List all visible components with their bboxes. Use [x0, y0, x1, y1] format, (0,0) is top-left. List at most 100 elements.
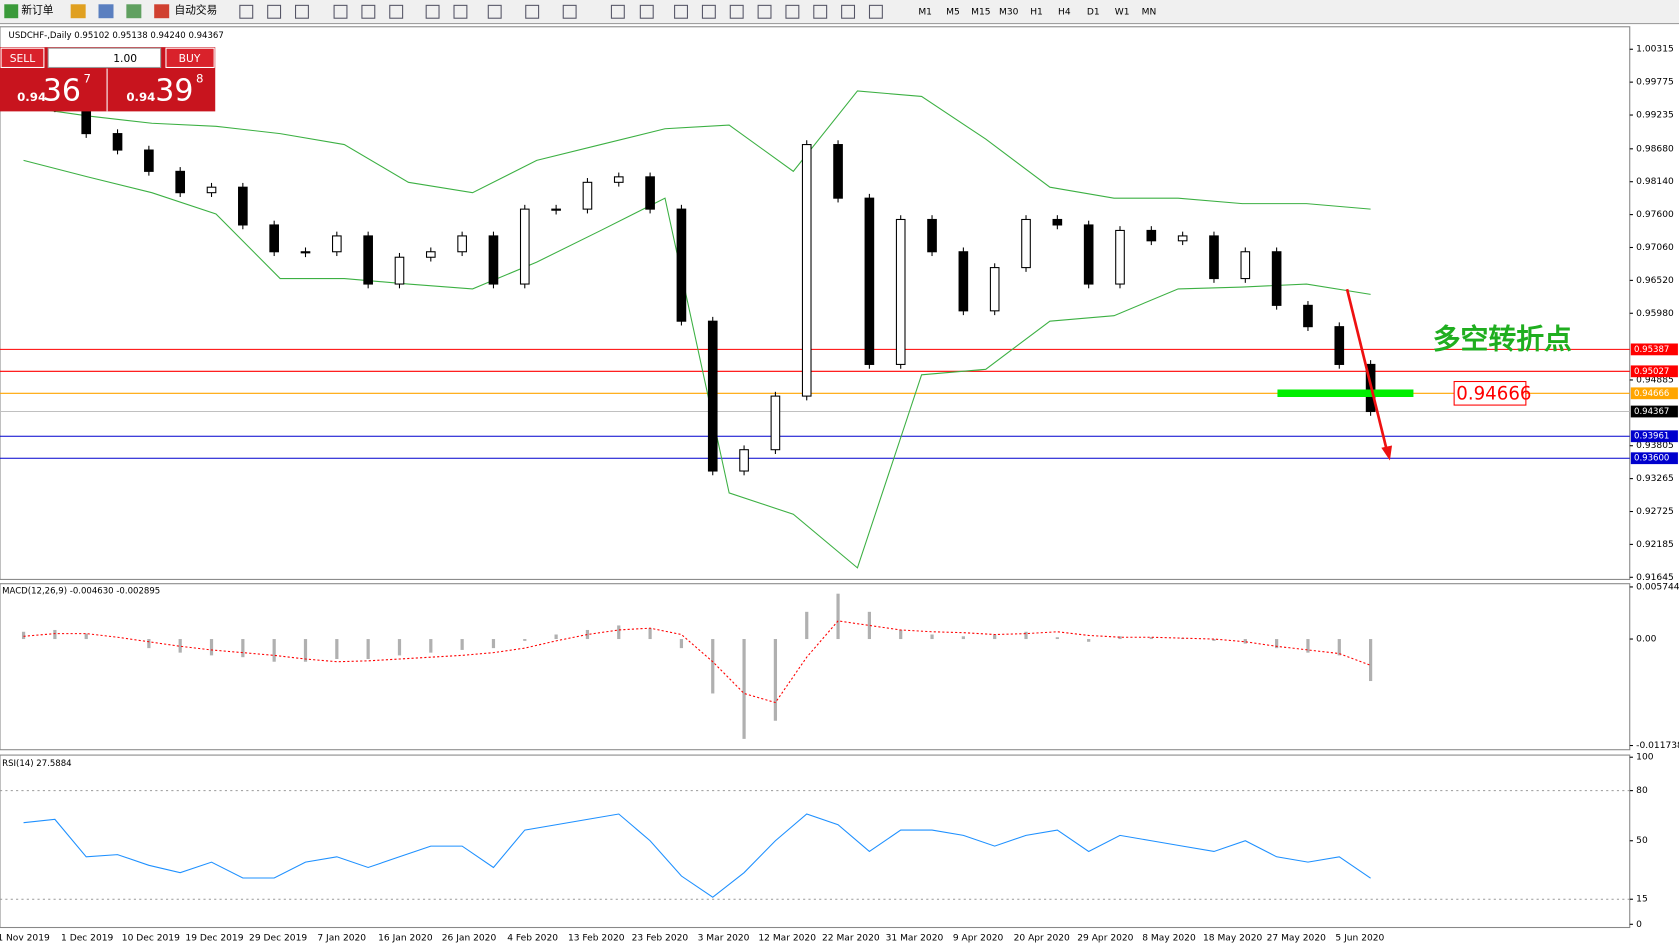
candle: [958, 251, 969, 312]
x-tick-label: 1 Nov 2019: [0, 934, 50, 944]
x-tick-label: 23 Feb 2020: [632, 934, 689, 944]
y-tick-label: 0.93805: [1636, 441, 1674, 451]
tool-icon[interactable]: [126, 4, 142, 19]
candle: [175, 170, 186, 194]
candle: [1334, 326, 1345, 365]
timeframe-button[interactable]: H4: [1058, 7, 1071, 17]
price-level-box: [1630, 405, 1678, 418]
candle: [770, 395, 781, 451]
y-tick-label: 0: [1636, 920, 1642, 930]
tool-icon[interactable]: [525, 4, 540, 19]
auto-trading-icon[interactable]: [154, 4, 170, 19]
tool-icon[interactable]: [267, 4, 282, 19]
buy-button[interactable]: [165, 47, 215, 69]
timeframe-button[interactable]: M15: [971, 7, 990, 17]
x-tick-label: 12 Mar 2020: [758, 934, 816, 944]
x-tick-label: 19 Dec 2019: [185, 934, 243, 944]
macd-label: MACD(12,26,9) -0.004630 -0.002895: [2, 587, 160, 597]
buy-price-prefix[interactable]: 0.94: [126, 90, 155, 104]
tool-icon[interactable]: [868, 4, 883, 19]
x-tick-label: 1 Dec 2019: [61, 934, 114, 944]
buy-price-sup[interactable]: 8: [196, 72, 203, 86]
tool-icon[interactable]: [757, 4, 772, 19]
timeframe-button[interactable]: W1: [1115, 7, 1130, 17]
tool-icon[interactable]: [729, 4, 744, 19]
y-tick-label: 0.92725: [1636, 507, 1674, 517]
x-tick-label: 27 May 2020: [1267, 934, 1327, 944]
x-tick-label: 29 Dec 2019: [249, 934, 307, 944]
new-order-button[interactable]: 新订单: [21, 4, 53, 17]
sell-label[interactable]: SELL: [10, 52, 35, 65]
x-tick-label: 31 Mar 2020: [886, 934, 944, 944]
tool-icon[interactable]: [610, 4, 625, 19]
candle: [112, 133, 123, 151]
candle: [739, 449, 749, 472]
candle: [332, 235, 342, 253]
candle: [1052, 218, 1063, 226]
timeframe-button[interactable]: M5: [946, 7, 960, 17]
sell-price-big[interactable]: 36: [43, 74, 81, 109]
timeframe-button[interactable]: D1: [1087, 7, 1100, 17]
tool-icon[interactable]: [785, 4, 800, 19]
candle: [1146, 229, 1157, 242]
symbol-info: USDCHF-,Daily 0.95102 0.95138 0.94240 0.…: [9, 31, 224, 41]
tool-icon[interactable]: [453, 4, 468, 19]
y-tick-label: 0.94885: [1636, 375, 1674, 385]
candle: [144, 149, 154, 172]
y-tick-label: 15: [1636, 895, 1648, 905]
trade-panel: SELL 1.00 BUY 0.94 36 7 0.94 39 8: [0, 47, 216, 112]
tool-icon[interactable]: [239, 4, 254, 19]
tool-icon[interactable]: [813, 4, 828, 19]
y-tick-label: 0.95980: [1636, 309, 1674, 319]
x-tick-label: 8 May 2020: [1142, 934, 1196, 944]
x-tick-label: 16 Jan 2020: [378, 934, 433, 944]
candle: [989, 267, 1000, 312]
price-level-box: [1630, 452, 1678, 465]
tool-icon[interactable]: [295, 4, 309, 19]
tool-icon[interactable]: [425, 4, 440, 19]
bollinger-band: [23, 159, 1371, 569]
tool-icon[interactable]: [70, 4, 86, 19]
tool-icon[interactable]: [674, 4, 688, 19]
candle: [551, 208, 561, 211]
price-level-box: [1630, 365, 1678, 378]
price-level-box: [1630, 343, 1678, 356]
x-tick-label: 26 Jan 2020: [442, 934, 497, 944]
tool-icon[interactable]: [361, 4, 376, 19]
rsi-label: RSI(14) 27.5884: [2, 759, 71, 769]
candle: [206, 186, 217, 194]
timeframe-button[interactable]: M1: [918, 7, 932, 17]
price-level-label: 0.93600: [1634, 454, 1669, 464]
buy-label[interactable]: BUY: [179, 52, 201, 65]
candle: [613, 176, 624, 183]
candle: [864, 197, 875, 365]
y-tick-label: 0.98140: [1636, 177, 1674, 187]
toolbar-tools: M1 M5 M15 M30 H1 H4 D1 W1 MN: [239, 4, 1157, 19]
annotation-text: 多空转折点: [1433, 323, 1572, 356]
timeframe-button[interactable]: H1: [1030, 7, 1043, 17]
candle: [895, 218, 906, 365]
sell-button[interactable]: [0, 47, 45, 69]
tool-icon[interactable]: [98, 4, 114, 19]
tool-icon[interactable]: [333, 4, 348, 19]
tool-icon[interactable]: [639, 4, 654, 19]
timeframe-button[interactable]: M30: [999, 7, 1019, 17]
tool-icon[interactable]: [701, 4, 716, 19]
lot-value[interactable]: 1.00: [113, 52, 137, 65]
tool-icon[interactable]: [562, 4, 577, 19]
buy-price-big[interactable]: 39: [155, 74, 193, 109]
new-order-icon[interactable]: [4, 4, 19, 19]
trend-arrow: [1345, 288, 1390, 455]
tool-icon[interactable]: [487, 4, 502, 19]
rsi-line: [23, 813, 1371, 898]
sell-price-sup[interactable]: 7: [84, 72, 91, 86]
tool-icon[interactable]: [389, 4, 404, 19]
tool-icon[interactable]: [841, 4, 856, 19]
sell-price-prefix[interactable]: 0.94: [17, 90, 46, 104]
timeframe-button[interactable]: MN: [1142, 7, 1157, 17]
auto-trading-button[interactable]: 自动交易: [175, 4, 218, 17]
lot-field[interactable]: [47, 47, 162, 69]
candle: [488, 235, 499, 285]
